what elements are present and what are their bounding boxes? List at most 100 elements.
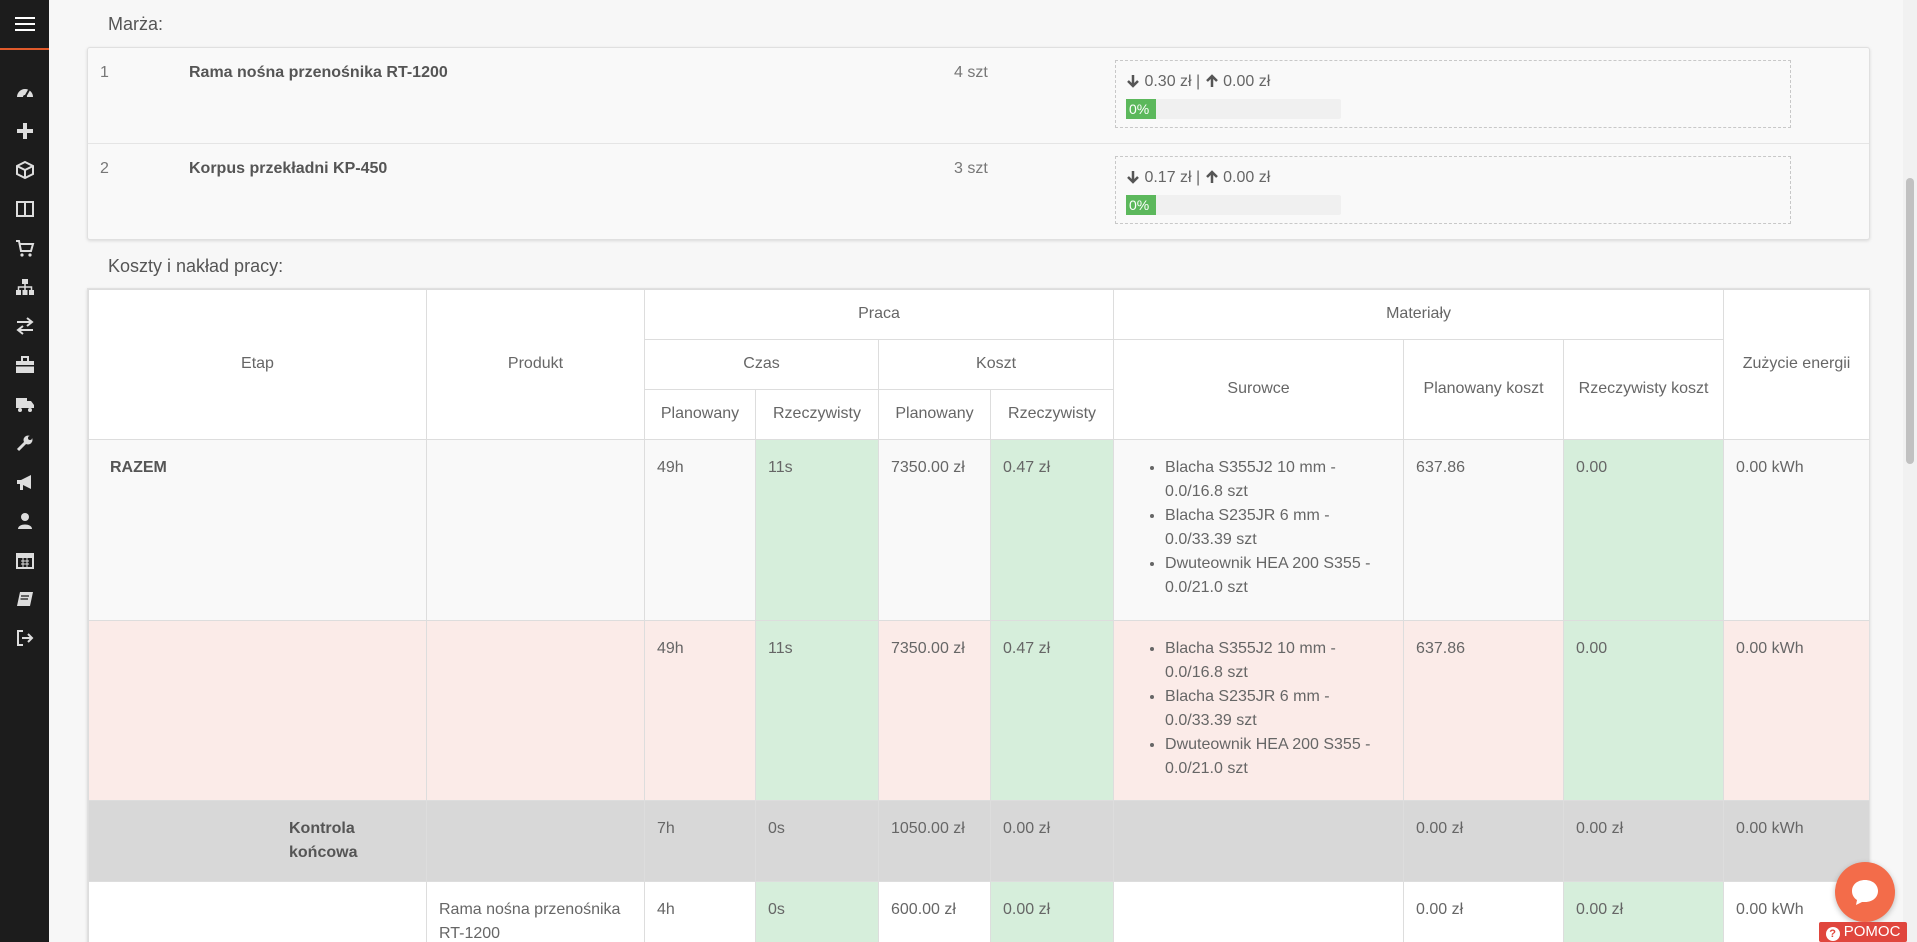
costs-section-title: Koszty i nakład pracy:: [108, 256, 284, 276]
arrow-down-icon: [1127, 171, 1139, 184]
header-surowce: Surowce: [1113, 339, 1405, 440]
table-row: 49h 11s 7350.00 zł 0.47 zł Blacha S355J2…: [88, 620, 1869, 801]
product-name: Korpus przekładni KP-450: [189, 160, 388, 177]
table-row: Rama nośna przenośnika RT-1200 4h 0s 600…: [88, 881, 1869, 942]
margin-panel: 1 Rama nośna przenośnika RT-1200 4 szt 0…: [87, 47, 1870, 240]
margin-down-value: 0.30 zł: [1144, 73, 1192, 90]
exchange-icon: [15, 316, 34, 335]
cell-rzeczywisty-koszt: 0.00: [1563, 439, 1725, 621]
nav-columns[interactable]: [0, 189, 49, 228]
nav-transfers[interactable]: [0, 306, 49, 345]
cell-energia: 0.00 kWh: [1723, 620, 1869, 801]
vertical-scrollbar[interactable]: [1903, 0, 1917, 942]
cell-etap: [88, 620, 427, 801]
cell-czas-rzeczywisty: 0s: [755, 881, 879, 942]
arrow-up-icon: [1205, 74, 1218, 87]
costs-table: Etap Produkt Praca Materiały Zużycie ene…: [88, 289, 1869, 942]
material-item: Blacha S355J2 10 mm - 0.0/16.8 szt: [1165, 456, 1391, 504]
cell-czas-planowany: 49h: [644, 620, 756, 801]
cell-koszt-rzeczywisty: 0.47 zł: [989, 439, 1115, 621]
nav-marketing[interactable]: [0, 462, 49, 501]
cell-koszt-rzeczywisty: 0.00 zł: [989, 881, 1115, 942]
cell-produkt: Rama nośna przenośnika RT-1200: [426, 881, 645, 942]
row-number: 2: [100, 160, 109, 177]
shopping-cart-icon: [15, 239, 34, 257]
header-koszt-rzeczywisty: Rzeczywisty: [989, 389, 1115, 440]
header-energia: Zużycie energii: [1723, 289, 1869, 440]
product-name: Rama nośna przenośnika RT-1200: [189, 64, 448, 81]
cell-koszt-planowany: 600.00 zł: [878, 881, 991, 942]
margin-progress-label: 0%: [1126, 195, 1156, 215]
margin-up-value: 0.00 zł: [1223, 169, 1271, 186]
cube-icon: [15, 160, 34, 179]
cell-czas-planowany: 49h: [644, 439, 756, 621]
cell-surowce: Blacha S355J2 10 mm - 0.0/16.8 szt Blach…: [1113, 620, 1405, 801]
cell-etap: [88, 881, 427, 942]
nav-tools[interactable]: [0, 423, 49, 462]
cell-etap: Kontrola końcowa: [88, 800, 427, 882]
cell-czas-planowany: 4h: [644, 881, 756, 942]
nav-delivery[interactable]: [0, 384, 49, 423]
nav-products[interactable]: [0, 150, 49, 189]
margin-progress-bar: 0%: [1126, 99, 1341, 119]
margin-separator: |: [1196, 169, 1201, 186]
header-czas: Czas: [644, 339, 879, 390]
header-etap: Etap: [88, 289, 427, 440]
table-row-total: RAZEM 49h 11s 7350.00 zł 0.47 zł Blacha …: [88, 439, 1869, 621]
header-materialy: Materiały: [1113, 289, 1725, 340]
header-koszt-planowany: Planowany: [878, 389, 991, 440]
cell-czas-rzeczywisty: 11s: [755, 439, 879, 621]
plus-icon: [16, 122, 33, 139]
nav-jobs[interactable]: [0, 345, 49, 384]
user-icon: [17, 512, 32, 529]
briefcase-icon: [15, 355, 34, 373]
question-circle-icon: ?: [1825, 927, 1840, 941]
menu-toggle-button[interactable]: [0, 0, 49, 50]
wrench-icon: [16, 435, 32, 451]
nav-users[interactable]: [0, 501, 49, 540]
truck-icon: [15, 397, 34, 412]
costs-table-wrapper: Etap Produkt Praca Materiały Zużycie ene…: [87, 288, 1870, 942]
nav-calendar[interactable]: [0, 540, 49, 579]
cell-planowany-koszt: 0.00 zł: [1403, 881, 1565, 942]
margin-progress-bar: 0%: [1126, 195, 1341, 215]
cell-czas-rzeczywisty: 11s: [755, 620, 879, 801]
cell-planowany-koszt: 637.86: [1403, 439, 1565, 621]
margin-down-value: 0.17 zł: [1144, 169, 1192, 186]
nav-add[interactable]: [0, 111, 49, 150]
scrollbar-thumb[interactable]: [1906, 178, 1914, 464]
material-item: Blacha S355J2 10 mm - 0.0/16.8 szt: [1165, 637, 1391, 685]
nav-orders[interactable]: [0, 228, 49, 267]
nav-docs[interactable]: [0, 579, 49, 618]
material-item: Blacha S235JR 6 mm - 0.0/33.39 szt: [1165, 504, 1391, 552]
calendar-icon: [15, 552, 34, 569]
cell-planowany-koszt: 637.86: [1403, 620, 1565, 801]
arrow-down-icon: [1127, 75, 1139, 88]
material-item: Dwuteownik HEA 200 S355 - 0.0/21.0 szt: [1165, 733, 1391, 781]
margin-box: 0.30 zł | 0.00 zł 0%: [1115, 60, 1791, 128]
row-number: 1: [100, 64, 109, 81]
header-produkt: Produkt: [426, 289, 645, 440]
cell-energia: 0.00 kWh: [1723, 439, 1869, 621]
columns-icon: [15, 200, 34, 217]
materials-list: Blacha S355J2 10 mm - 0.0/16.8 szt Blach…: [1126, 637, 1391, 781]
sitemap-icon: [15, 278, 34, 295]
margin-box: 0.17 zł | 0.00 zł 0%: [1115, 156, 1791, 224]
cell-koszt-planowany: 7350.00 zł: [878, 620, 991, 801]
cell-produkt: [426, 620, 645, 801]
cell-produkt: [426, 800, 645, 882]
help-button[interactable]: ? POMOC: [1819, 922, 1907, 942]
nav-structure[interactable]: [0, 267, 49, 306]
cell-energia: 0.00 kWh: [1723, 800, 1869, 882]
header-rzeczywisty-koszt: Rzeczywisty koszt: [1563, 339, 1725, 440]
chat-button[interactable]: [1835, 862, 1895, 922]
material-item: Blacha S235JR 6 mm - 0.0/33.39 szt: [1165, 685, 1391, 733]
nav-dashboard[interactable]: [0, 72, 49, 111]
hamburger-menu-icon: [14, 17, 35, 31]
cell-koszt-planowany: 1050.00 zł: [878, 800, 991, 882]
margin-row: 2 Korpus przekładni KP-450 3 szt 0.17 zł…: [88, 144, 1869, 239]
header-praca: Praca: [643, 289, 1115, 340]
sidebar: [0, 0, 49, 942]
nav-logout[interactable]: [0, 618, 49, 657]
main-content: Marża: 1 Rama nośna przenośnika RT-1200 …: [49, 0, 1903, 942]
